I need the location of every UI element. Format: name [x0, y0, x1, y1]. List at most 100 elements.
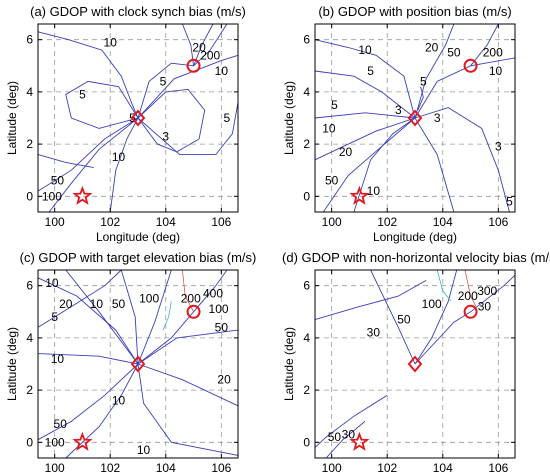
- contour-line: [322, 117, 416, 213]
- contour-label: 10: [489, 64, 503, 78]
- axes-frame: [314, 269, 516, 459]
- diamond-marker: [407, 355, 423, 373]
- contour-label: 100: [139, 292, 159, 306]
- y-tick-label: 2: [303, 383, 310, 397]
- panel-title: (b) GDOP with position bias (m/s): [318, 4, 511, 19]
- y-tick-label: 6: [26, 279, 33, 293]
- contour-line: [193, 23, 214, 66]
- contour-line: [65, 80, 139, 129]
- contour-label: 10: [51, 352, 65, 366]
- contour-lines: [314, 269, 516, 459]
- contour-line: [37, 353, 139, 365]
- contour-label: 10: [358, 43, 372, 57]
- contour-label: 50: [54, 417, 68, 431]
- contour-label: 200: [200, 48, 220, 62]
- contour-label: 50: [328, 430, 342, 444]
- y-tick-label: 0: [26, 435, 33, 449]
- y-tick-label: 4: [26, 85, 33, 99]
- contour-lines: [37, 269, 239, 459]
- contour-line: [37, 363, 139, 441]
- diamond-marker: [130, 355, 146, 373]
- contour-line: [137, 269, 172, 365]
- x-tick-label: 100: [322, 461, 342, 475]
- contour-line: [37, 269, 122, 328]
- y-tick-label: 0: [303, 189, 310, 203]
- contour-line: [137, 363, 239, 407]
- y-axis-label: Latitude (deg): [5, 327, 19, 401]
- contour-line: [37, 277, 139, 365]
- x-tick-label: 104: [433, 461, 453, 475]
- star-marker: [349, 431, 370, 451]
- star-marker: [349, 185, 370, 205]
- contour-label: 50: [397, 313, 411, 327]
- contour-line: [314, 112, 416, 119]
- contour-label: 10: [90, 297, 104, 311]
- contour-label: 10: [45, 276, 59, 290]
- contour-label: 200: [458, 289, 478, 303]
- contour-label: 3: [434, 111, 441, 125]
- contour-label: 30: [478, 300, 492, 314]
- contour-label: 5: [51, 310, 58, 324]
- contour-label: 30: [367, 326, 381, 340]
- contour-line: [314, 280, 427, 321]
- contour-label: 200: [181, 292, 201, 306]
- x-tick-label: 106: [488, 461, 508, 475]
- contour-label: 10: [367, 184, 381, 198]
- contour-line: [137, 102, 239, 156]
- contour-label: 3: [495, 140, 502, 154]
- contour-line: [414, 107, 510, 213]
- y-tick-label: 6: [26, 33, 33, 47]
- x-tick-label: 106: [488, 215, 508, 229]
- contour-line: [470, 23, 499, 67]
- contour-label: 3: [395, 103, 402, 117]
- contour-label: 5: [160, 74, 167, 88]
- y-axis-label: Latitude (deg): [5, 81, 19, 155]
- contour-label: 5: [367, 64, 374, 78]
- panel-title: (d) GDOP with non-horizontal velocity bi…: [282, 250, 550, 265]
- contour-label: 50: [112, 297, 126, 311]
- x-tick-label: 106: [211, 461, 231, 475]
- contour-line: [137, 329, 239, 365]
- contour-label: 10: [112, 394, 126, 408]
- contour-line: [370, 269, 416, 365]
- contour-line: [65, 269, 139, 365]
- axes-frame: [37, 23, 239, 213]
- contour-lines: [314, 23, 516, 213]
- axes-frame: [37, 269, 239, 459]
- x-tick-label: 106: [211, 215, 231, 229]
- contour-label: 5: [79, 88, 86, 102]
- contour-label: 100: [42, 189, 62, 203]
- contour-label: 50: [447, 46, 461, 60]
- x-tick-label: 102: [377, 215, 397, 229]
- y-tick-label: 4: [303, 85, 310, 99]
- circle-marker: [463, 58, 478, 73]
- y-axis-label: Latitude (deg): [282, 327, 296, 401]
- contour-label: 5: [420, 74, 427, 88]
- panel-title: (a) GDOP with clock synch bias (m/s): [30, 4, 246, 19]
- star-marker: [72, 431, 93, 451]
- circle-marker: [463, 304, 478, 319]
- contour-line: [65, 363, 139, 459]
- contour-line: [436, 269, 452, 302]
- contour-label: 200: [483, 46, 503, 60]
- x-tick-label: 102: [100, 461, 120, 475]
- diamond-marker: [407, 109, 423, 127]
- contour-label: 3: [162, 129, 169, 143]
- y-axis-label: Latitude (deg): [282, 81, 296, 155]
- x-tick-label: 100: [45, 215, 65, 229]
- contour-line: [162, 301, 172, 331]
- contour-line: [314, 39, 416, 119]
- contour-line: [314, 70, 416, 119]
- x-tick-label: 104: [433, 215, 453, 229]
- star-marker: [72, 185, 93, 205]
- contour-label: 20: [59, 297, 73, 311]
- contour-line: [137, 269, 228, 365]
- contour-line: [37, 154, 94, 169]
- contour-line: [37, 117, 139, 192]
- contour-line: [109, 117, 139, 213]
- contour-line: [417, 86, 424, 111]
- contour-label: 400: [203, 287, 223, 301]
- contour-label: 5: [506, 195, 513, 209]
- contour-label: 10: [104, 35, 118, 49]
